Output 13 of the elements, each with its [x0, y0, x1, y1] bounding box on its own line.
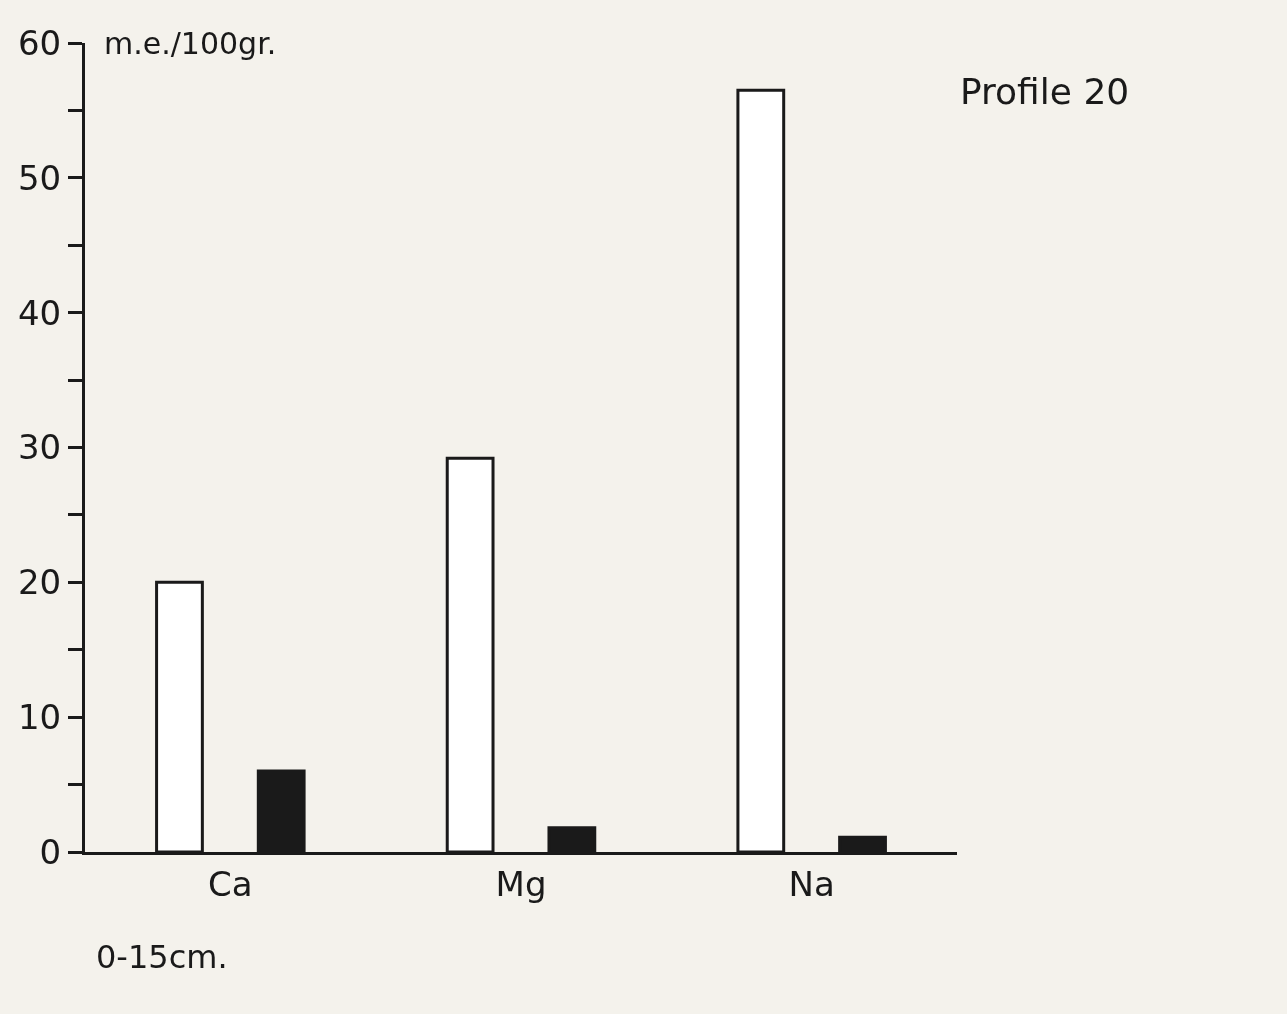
text: Profile 20 — [960, 71, 1130, 112]
y-tick-label: 10 — [17, 697, 62, 738]
x-tick-label: Na — [788, 863, 835, 904]
y-tick-label: 60 — [17, 22, 62, 63]
y-axis-title: m.e./100gr. — [104, 26, 277, 61]
x-tick-label: Ca — [208, 863, 253, 904]
x-tick-label: Mg — [495, 863, 547, 904]
y-tick-label: 20 — [17, 562, 62, 603]
y-tick-label: 40 — [17, 292, 62, 333]
y-tick-label: 30 — [17, 427, 62, 468]
y-tick-label: 0 — [39, 831, 62, 872]
text: 0-15cm. — [96, 938, 228, 976]
y-tick-label: 50 — [17, 157, 62, 198]
